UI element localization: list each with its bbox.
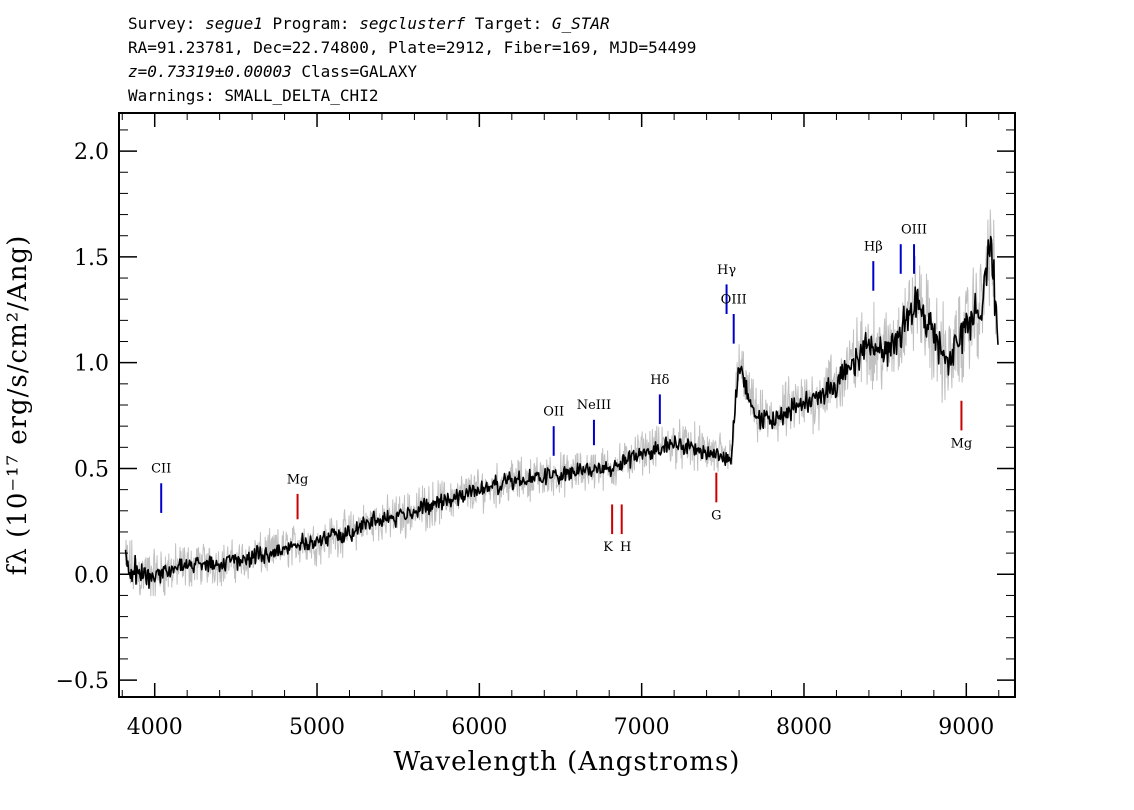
y-tick-label: 1.0: [74, 352, 109, 377]
header-line-coords: RA=91.23781, Dec=22.74800, Plate=2912, F…: [128, 38, 697, 57]
absorption-line-label: Mg: [951, 436, 973, 451]
plot-frame: [118, 112, 1016, 698]
x-tick-label: 6000: [451, 715, 507, 740]
absorption-line-label: H: [620, 540, 631, 555]
black-spectrum-line: [124, 235, 999, 590]
x-tick-label: 4000: [127, 715, 183, 740]
emission-line-label: CII: [151, 462, 171, 477]
absorption-line-label: K: [603, 540, 613, 555]
x-tick-label: 5000: [289, 715, 345, 740]
target-value: G_STAR: [551, 14, 610, 33]
emission-line-label: OIII: [721, 292, 747, 307]
absorption-line-label: G: [711, 508, 721, 523]
header-line-warnings: Warnings: SMALL_DELTA_CHI2: [128, 86, 379, 105]
survey-value: segue1: [205, 14, 263, 33]
program-value: segclusterf: [359, 14, 466, 33]
x-tick-label: 8000: [776, 715, 832, 740]
emission-line-label: NeIII: [577, 398, 611, 413]
absorption-line-label: Mg: [287, 472, 309, 487]
y-tick-label: 2.0: [74, 140, 109, 165]
black-spectrum-layer: [124, 235, 999, 590]
x-axis-label: Wavelength (Angstroms): [394, 747, 741, 777]
y-tick-label: 0.0: [74, 563, 109, 588]
class-value: Class=GALAXY: [291, 62, 417, 81]
redshift-value: z=0.73319±0.00003: [128, 62, 292, 81]
y-tick-label: −0.5: [56, 669, 109, 694]
y-axis-label: fλ (10⁻¹⁷ erg/s/cm²/Ang): [3, 235, 33, 575]
emission-line-label: OIII: [901, 223, 927, 238]
spectral-lines-layer: CII OII NeIII Hδ Hγ OIII Hβ OIII Mg K H G Mg: [151, 223, 972, 555]
emission-line-label: Hδ: [650, 373, 669, 388]
axes-layer: 4000 5000 6000 7000 8000 9000 −0.5 0.0 0.5 1.0 1.5…: [56, 113, 1015, 740]
program-label: Program:: [262, 14, 360, 33]
target-label: Target:: [465, 14, 552, 33]
emission-line-label: OII: [543, 405, 564, 420]
y-tick-label: 1.5: [74, 246, 109, 271]
header-line-redshift: z=0.73319±0.00003 Class=GALAXY: [128, 62, 417, 82]
survey-label: Survey:: [128, 14, 206, 33]
y-tick-label: 0.5: [74, 457, 109, 482]
emission-line-label: Hγ: [717, 263, 736, 278]
gray-spectrum-line: [125, 209, 999, 597]
x-tick-label: 7000: [614, 715, 670, 740]
emission-line-label: Hβ: [864, 240, 883, 255]
header-line-survey: Survey: segue1 Program: segclusterf Targ…: [128, 14, 610, 34]
x-tick-label: 9000: [938, 715, 994, 740]
gray-spectrum-layer: [125, 209, 999, 597]
